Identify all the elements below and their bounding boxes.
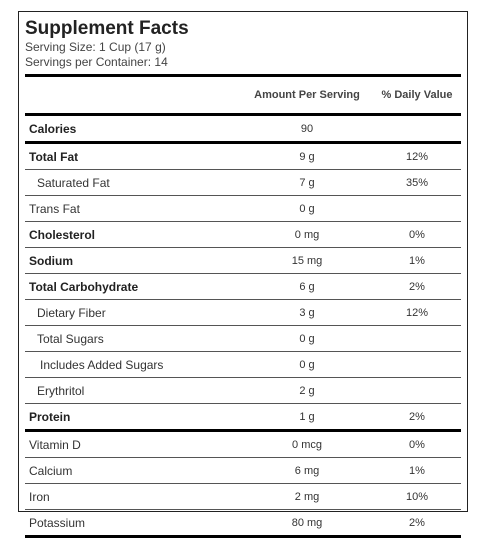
nutrient-amount: 2 g bbox=[241, 377, 373, 404]
nutrient-amount: 1 g bbox=[241, 403, 373, 431]
panel-title: Supplement Facts bbox=[25, 18, 189, 39]
table-row: Erythritol 2 g bbox=[25, 377, 461, 404]
nutrient-name: Trans Fat bbox=[25, 195, 241, 222]
nutrient-amount: 0 mg bbox=[241, 221, 373, 248]
nutrient-amount: 6 g bbox=[241, 273, 373, 300]
table-row: Saturated Fat 7 g 35% bbox=[25, 169, 461, 196]
nutrient-amount: 0 g bbox=[241, 195, 373, 222]
nutrient-name: Saturated Fat bbox=[25, 169, 241, 196]
nutrient-daily-value: 1% bbox=[373, 247, 461, 274]
table-header-row: Amount Per Serving % Daily Value bbox=[25, 77, 461, 115]
nutrient-daily-value: 2% bbox=[373, 509, 461, 535]
nutrient-name: Calories bbox=[25, 113, 241, 143]
nutrient-name: Erythritol bbox=[25, 377, 241, 404]
thick-divider bbox=[25, 74, 461, 77]
nutrient-name: Total Fat bbox=[25, 141, 241, 170]
nutrient-name: Iron bbox=[25, 483, 241, 510]
nutrient-daily-value bbox=[373, 351, 461, 378]
nutrient-amount: 3 g bbox=[241, 299, 373, 326]
nutrient-daily-value: 10% bbox=[373, 483, 461, 510]
nutrient-name: Sodium bbox=[25, 247, 241, 274]
nutrient-amount: 0 mcg bbox=[241, 429, 373, 458]
nutrient-daily-value: 12% bbox=[373, 299, 461, 326]
table-row: Iron 2 mg 10% bbox=[25, 483, 461, 510]
nutrient-daily-value bbox=[373, 377, 461, 404]
table-row: Protein 1 g 2% bbox=[25, 403, 461, 431]
nutrient-daily-value: 12% bbox=[373, 141, 461, 170]
nutrient-daily-value: 2% bbox=[373, 273, 461, 300]
nutrient-name: Includes Added Sugars bbox=[25, 351, 241, 378]
nutrient-daily-value bbox=[373, 113, 461, 143]
nutrient-name: Potassium bbox=[25, 509, 241, 535]
daily-value-column-header: % Daily Value bbox=[373, 77, 461, 115]
servings-per-container: Servings per Container: 14 bbox=[25, 55, 168, 69]
nutrient-amount: 9 g bbox=[241, 141, 373, 170]
nutrient-table: Amount Per Serving % Daily Value Calorie… bbox=[25, 77, 461, 535]
nutrient-amount: 80 mg bbox=[241, 509, 373, 535]
table-row: Includes Added Sugars 0 g bbox=[25, 351, 461, 378]
nutrient-name: Calcium bbox=[25, 457, 241, 484]
table-row: Cholesterol 0 mg 0% bbox=[25, 221, 461, 248]
nutrient-amount: 0 g bbox=[241, 325, 373, 352]
nutrient-name: Total Sugars bbox=[25, 325, 241, 352]
supplement-facts-panel: Supplement Facts Serving Size: 1 Cup (17… bbox=[18, 11, 468, 538]
nutrient-name: Total Carbohydrate bbox=[25, 273, 241, 300]
nutrient-amount: 6 mg bbox=[241, 457, 373, 484]
table-row: Dietary Fiber 3 g 12% bbox=[25, 299, 461, 326]
table-row: Total Sugars 0 g bbox=[25, 325, 461, 352]
nutrient-daily-value: 2% bbox=[373, 403, 461, 431]
table-row: Total Carbohydrate 6 g 2% bbox=[25, 273, 461, 300]
nutrient-amount: 90 bbox=[241, 113, 373, 143]
amount-column-header: Amount Per Serving bbox=[241, 77, 373, 115]
nutrient-daily-value: 0% bbox=[373, 221, 461, 248]
serving-size: Serving Size: 1 Cup (17 g) bbox=[25, 40, 166, 54]
table-row: Calcium 6 mg 1% bbox=[25, 457, 461, 484]
table-row: Total Fat 9 g 12% bbox=[25, 141, 461, 170]
nutrient-name: Protein bbox=[25, 403, 241, 431]
table-row: Calories 90 bbox=[25, 113, 461, 143]
nutrient-name: Cholesterol bbox=[25, 221, 241, 248]
table-row: Sodium 15 mg 1% bbox=[25, 247, 461, 274]
nutrient-amount: 2 mg bbox=[241, 483, 373, 510]
nutrient-column-header bbox=[25, 77, 241, 115]
nutrient-amount: 7 g bbox=[241, 169, 373, 196]
nutrient-daily-value: 35% bbox=[373, 169, 461, 196]
nutrient-amount: 0 g bbox=[241, 351, 373, 378]
nutrient-daily-value bbox=[373, 195, 461, 222]
nutrient-name: Dietary Fiber bbox=[25, 299, 241, 326]
nutrient-daily-value: 1% bbox=[373, 457, 461, 484]
nutrient-amount: 15 mg bbox=[241, 247, 373, 274]
nutrient-name: Vitamin D bbox=[25, 429, 241, 458]
nutrient-daily-value: 0% bbox=[373, 429, 461, 458]
table-row: Potassium 80 mg 2% bbox=[25, 509, 461, 535]
nutrient-daily-value bbox=[373, 325, 461, 352]
table-row: Vitamin D 0 mcg 0% bbox=[25, 429, 461, 458]
table-row: Trans Fat 0 g bbox=[25, 195, 461, 222]
